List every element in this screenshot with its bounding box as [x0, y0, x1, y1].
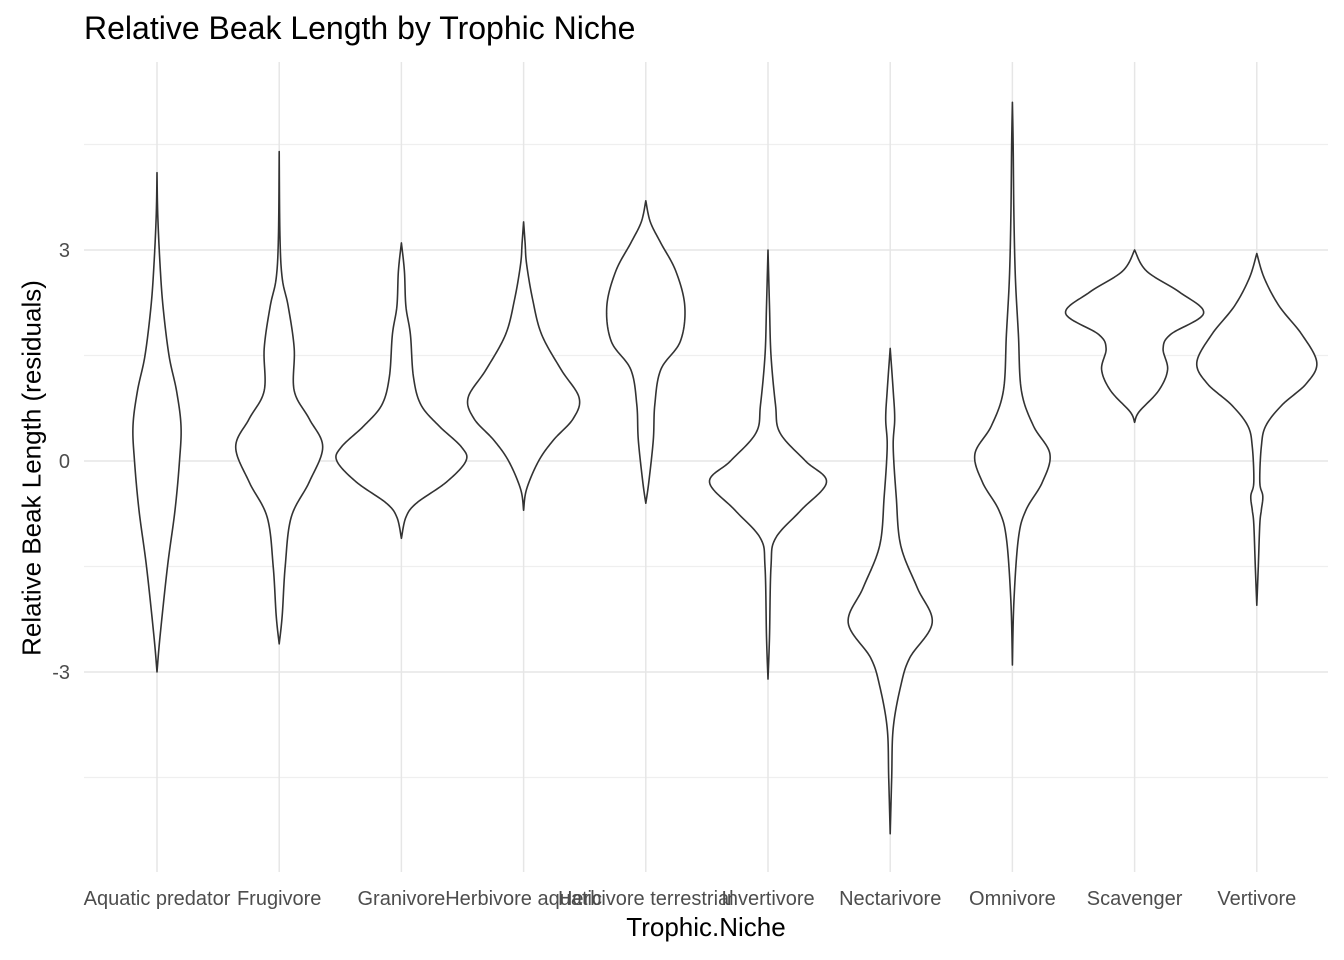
- violin-herbivore-aquatic: [466, 221, 581, 512]
- violin-invertivore: [708, 249, 828, 680]
- violin-frugivore: [234, 150, 324, 645]
- violin-herbivore-terrestrial: [605, 199, 686, 504]
- x-tick-label: Nectarivore: [839, 888, 941, 910]
- y-tick-label: 3: [59, 240, 70, 262]
- x-tick-label: Vertivore: [1217, 888, 1296, 910]
- y-tick-label: 0: [59, 451, 70, 473]
- x-tick-label: Omnivore: [969, 888, 1056, 910]
- x-tick-label: Granivore: [357, 888, 445, 910]
- x-tick-label: Scavenger: [1087, 888, 1183, 910]
- x-tick-label: Frugivore: [237, 888, 321, 910]
- x-tick-label: Herbivore aquatic: [445, 888, 602, 910]
- violin-scavenger: [1064, 249, 1205, 424]
- violin-layer: [132, 101, 1318, 835]
- violin-granivore: [335, 242, 468, 540]
- y-axis-title: Relative Beak Length (residuals): [16, 280, 47, 656]
- x-tick-label: Invertivore: [721, 888, 814, 910]
- violin-vertivore: [1195, 252, 1318, 606]
- violin-omnivore: [973, 101, 1051, 666]
- y-tick-label: -3: [52, 662, 70, 684]
- violin-nectarivore: [847, 347, 934, 835]
- x-tick-label: Herbivore terrestrial: [558, 888, 734, 910]
- x-tick-label: Aquatic predator: [84, 888, 231, 910]
- x-axis-title: Trophic.Niche: [626, 912, 786, 942]
- violin-aquatic-predator: [132, 171, 182, 673]
- chart-title: Relative Beak Length by Trophic Niche: [84, 10, 636, 46]
